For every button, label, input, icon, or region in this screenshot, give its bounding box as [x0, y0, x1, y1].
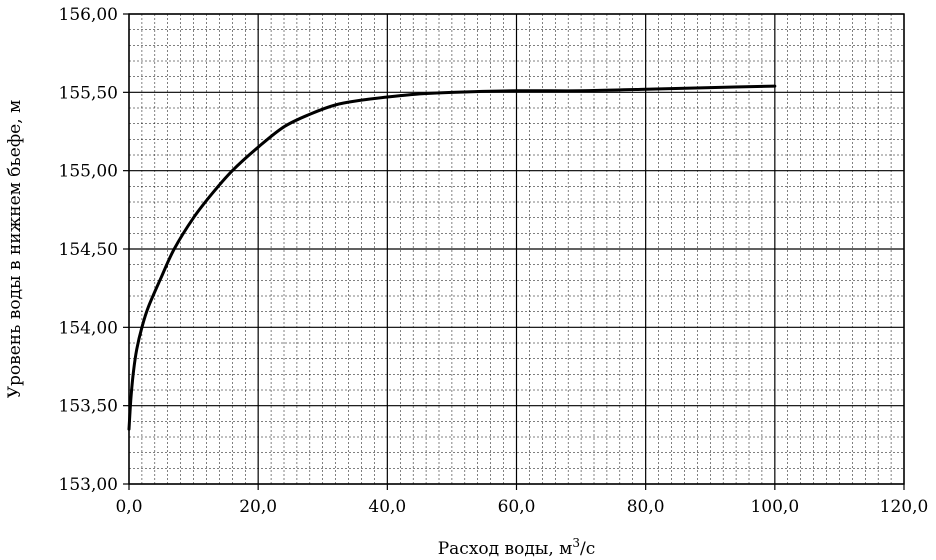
x-tick-label: 80,0: [627, 497, 665, 517]
y-tick-label: 154,50: [59, 240, 118, 260]
x-tick-label: 40,0: [368, 497, 406, 517]
series-layer: [127, 84, 777, 431]
x-tick-label: 100,0: [750, 497, 799, 517]
y-tick-label: 155,50: [59, 83, 118, 103]
y-axis-title: Уровень воды в нижнем бьефе, м: [5, 100, 25, 398]
y-tick-label: 156,00: [59, 5, 118, 25]
y-tick-label: 155,00: [59, 162, 118, 182]
x-axis-title-main: Расход воды, м: [438, 539, 573, 559]
x-tick-label: 120,0: [880, 497, 929, 517]
series-line: [127, 84, 777, 431]
x-axis-title-superscript: 3: [572, 536, 580, 550]
x-axis-title-tail: /с: [580, 539, 595, 559]
x-tick-label: 0,0: [115, 497, 142, 517]
y-tick-label: 153,00: [59, 475, 118, 495]
x-tick-label: 60,0: [498, 497, 536, 517]
x-tick-label: 20,0: [239, 497, 277, 517]
y-tick-label: 153,50: [59, 397, 118, 417]
x-axis-tick-labels: 0,0 20,0 40,0 60,0 80,0 100,0 120,0: [115, 484, 928, 517]
x-axis-title: Расход воды, м3/с: [438, 536, 596, 559]
y-axis-tick-labels: 153,00 153,50 154,00 154,50 155,00 155,50 156,…: [59, 5, 129, 495]
y-tick-label: 154,00: [59, 318, 118, 338]
